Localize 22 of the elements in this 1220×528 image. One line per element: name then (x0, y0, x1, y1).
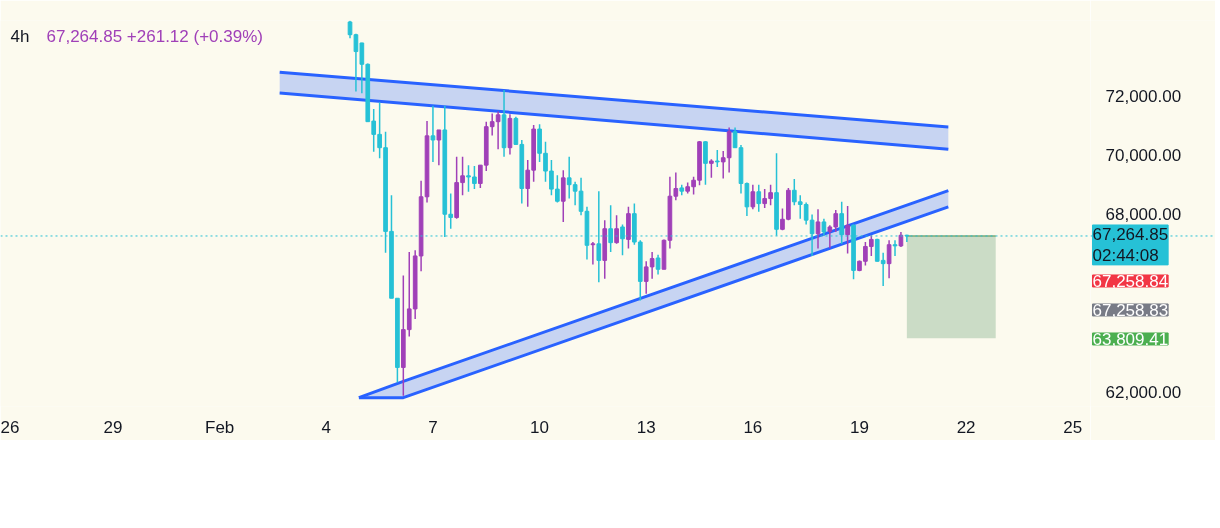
chart-title: 4h (10, 26, 30, 46)
chart-subtitle: 67,264.85 +261.12 (+0.39%) (46, 26, 263, 46)
x-tick-label: 26 (0, 417, 20, 437)
x-tick-label: Feb (205, 417, 235, 437)
x-tick-label: 25 (1063, 417, 1083, 437)
text: 02:44:08 (1092, 245, 1159, 265)
y-tick-label: 70,000.00 (1105, 146, 1182, 166)
x-tick-label: 7 (428, 417, 438, 437)
text: 67,258.84 (1092, 271, 1169, 291)
x-tick-label: 22 (956, 417, 976, 437)
text: 63,809.41 (1092, 329, 1169, 349)
x-tick-label: 4 (321, 417, 332, 437)
x-tick-label: 19 (850, 417, 869, 437)
y-tick-label: 62,000.00 (1105, 382, 1182, 402)
text: 67,258.83 (1092, 300, 1169, 320)
ref-line-label: 67,264.85 (1092, 224, 1169, 244)
x-tick-label: 29 (103, 417, 123, 437)
y-tick-label: 68,000.00 (1105, 205, 1182, 225)
y-tick-label: 72,000.00 (1105, 86, 1182, 106)
x-tick-label: 16 (743, 417, 763, 437)
x-tick-label: 13 (636, 417, 656, 437)
x-tick-label: 10 (530, 417, 550, 437)
